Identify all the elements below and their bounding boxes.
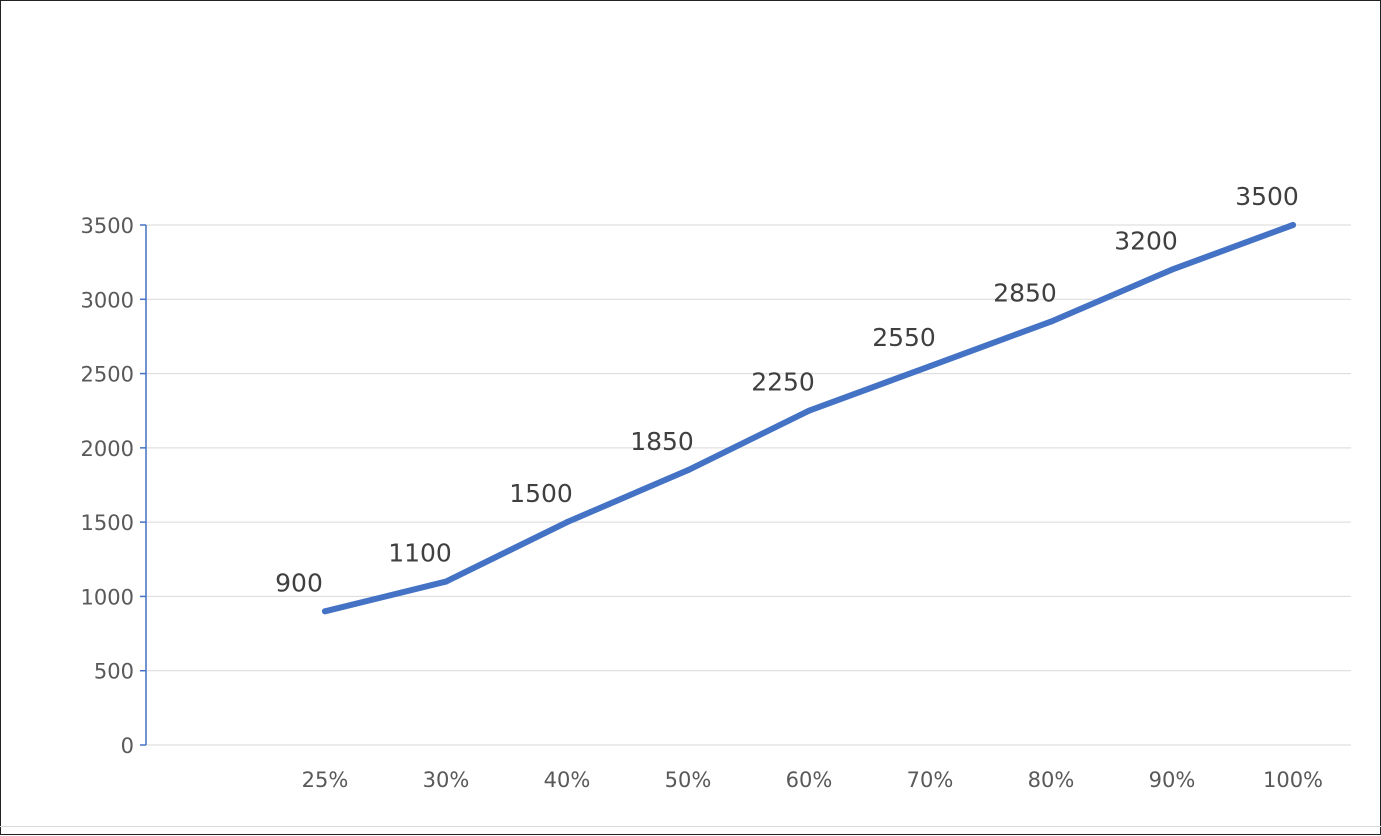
x-tick-label: 50% [665,768,712,792]
x-tick-label: 100% [1263,768,1323,792]
data-point [443,578,449,585]
data-label: 1100 [388,539,452,568]
y-tick-labels: 0 500 1000 1500 2000 2500 3000 3500 [81,214,134,758]
data-label: 2550 [872,323,936,352]
y-tick-label: 1000 [81,585,134,609]
y-tick-label: 0 [121,734,134,758]
data-point [685,467,691,474]
gridlines [146,224,1351,746]
x-tick-label: 25% [302,768,349,792]
x-tick-label: 90% [1149,768,1196,792]
bottom-divider [0,826,1381,827]
y-axis [140,224,147,746]
data-label: 1500 [509,479,573,508]
data-point [927,363,933,370]
x-tick-labels: 25% 30% 40% 50% 60% 70% 80% 90% 100% [302,768,1323,792]
x-tick-label: 40% [544,768,591,792]
x-tick-label: 60% [786,768,833,792]
data-label: 900 [275,568,323,597]
data-point [1169,266,1175,273]
x-tick-label: 30% [423,768,470,792]
data-label: 2850 [993,279,1057,308]
data-label: 3200 [1114,227,1178,256]
data-point [1048,318,1054,325]
x-tick-label: 70% [907,768,954,792]
data-label: 2250 [751,368,815,397]
data-label: 3500 [1235,182,1299,211]
y-tick-label: 1500 [81,511,134,535]
data-labels: 900 1100 1500 1850 2250 2550 2850 3200 3500 [275,182,1299,597]
data-point [806,407,812,414]
y-tick-label: 2500 [81,363,134,387]
data-point [1290,222,1296,228]
y-tick-label: 2000 [81,437,134,461]
x-tick-label: 80% [1028,768,1075,792]
data-label: 1850 [630,427,694,456]
series-line [322,222,1296,615]
series-line-path [322,222,1296,615]
y-tick-label: 500 [94,660,134,684]
y-tick-label: 3000 [81,288,134,312]
data-point [564,519,570,526]
y-tick-label: 3500 [81,214,134,238]
data-point [322,608,328,615]
